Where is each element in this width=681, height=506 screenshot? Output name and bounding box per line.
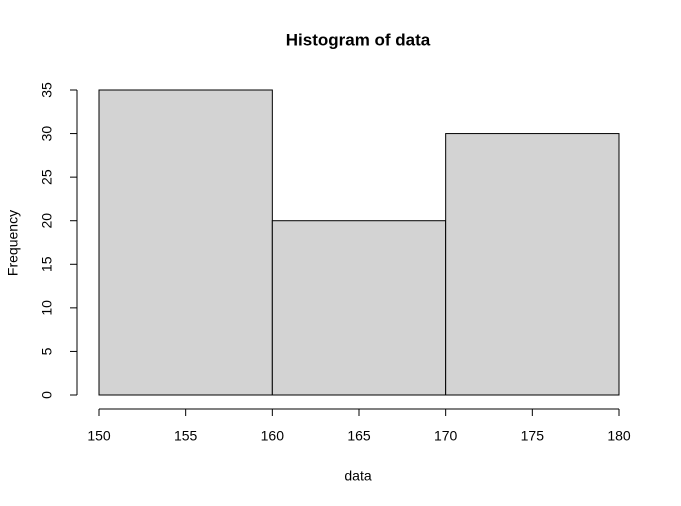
y-axis-label: Frequency <box>5 210 21 276</box>
y-tick-label: 10 <box>39 300 55 316</box>
x-tick-label: 155 <box>174 428 198 444</box>
x-tick-label: 165 <box>347 428 371 444</box>
bar <box>271 220 447 396</box>
y-tick-label: 20 <box>39 213 55 229</box>
x-tick-label: 180 <box>607 428 631 444</box>
y-tick-label: 30 <box>39 126 55 142</box>
bar <box>98 89 273 396</box>
x-tick-label: 175 <box>521 428 545 444</box>
x-tick-label: 170 <box>434 428 458 444</box>
y-tick-label: 0 <box>39 391 55 399</box>
x-axis-label: data <box>344 468 371 484</box>
y-tick-label: 5 <box>39 347 55 355</box>
x-tick-label: 150 <box>87 428 111 444</box>
y-tick-label: 25 <box>39 169 55 185</box>
x-tick-label: 160 <box>261 428 285 444</box>
chart-title: Histogram of data <box>286 30 431 49</box>
bar <box>445 133 620 396</box>
y-tick-label: 15 <box>39 256 55 272</box>
y-tick-label: 35 <box>39 82 55 98</box>
